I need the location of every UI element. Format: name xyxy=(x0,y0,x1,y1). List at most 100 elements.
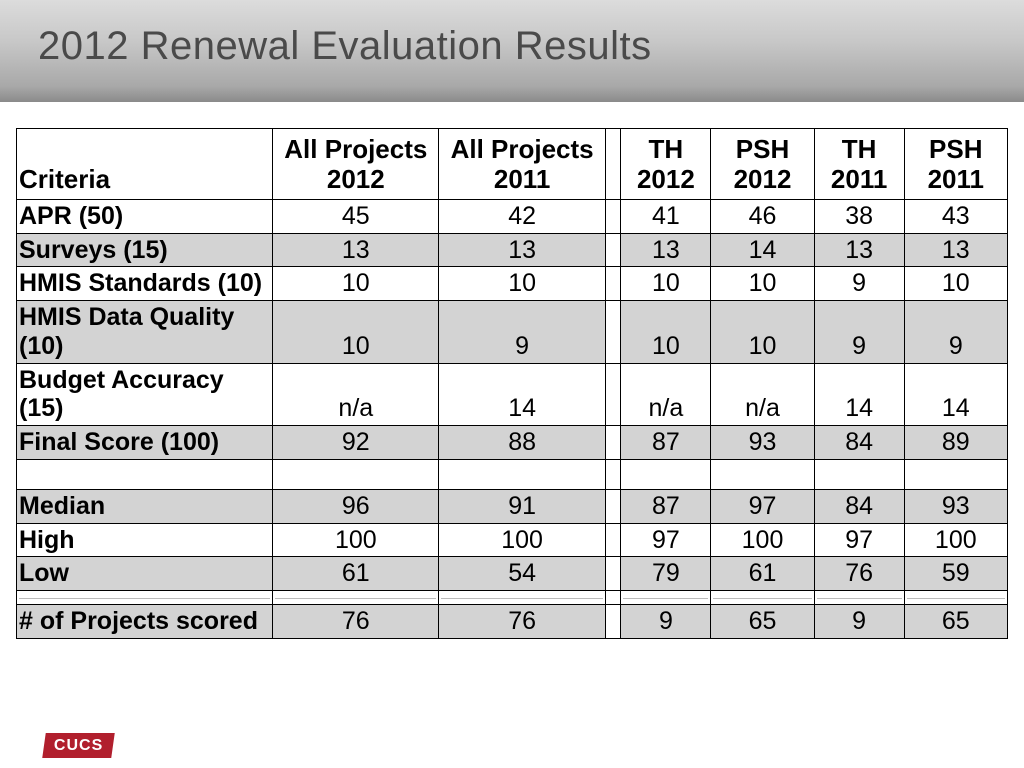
value-cell: 42 xyxy=(439,199,605,233)
value-cell: 14 xyxy=(904,363,1007,426)
cucs-logo: CUCS xyxy=(42,733,115,758)
value-cell: 14 xyxy=(711,233,814,267)
value-cell: 10 xyxy=(711,301,814,364)
value-cell: 10 xyxy=(621,267,711,301)
row-label: Budget Accuracy (15) xyxy=(17,363,273,426)
cell-separator xyxy=(605,459,621,489)
value-cell: 76 xyxy=(439,605,605,639)
divider-cell xyxy=(273,591,439,605)
value-cell: 88 xyxy=(439,426,605,460)
col-psh-2011: PSH 2011 xyxy=(904,129,1007,200)
divider-cell xyxy=(17,591,273,605)
value-cell: 13 xyxy=(273,233,439,267)
value-cell: 10 xyxy=(904,267,1007,301)
cell-separator xyxy=(605,363,621,426)
logo-text: CUCS xyxy=(54,737,103,755)
divider-cell xyxy=(711,591,814,605)
divider-cell xyxy=(439,591,605,605)
value-cell: 9 xyxy=(621,605,711,639)
table-row: HMIS Data Quality (10)109101099 xyxy=(17,301,1008,364)
value-cell: 96 xyxy=(273,489,439,523)
value-cell: 93 xyxy=(904,489,1007,523)
value-cell: 13 xyxy=(621,233,711,267)
value-cell: 65 xyxy=(904,605,1007,639)
row-label: Surveys (15) xyxy=(17,233,273,267)
value-cell: 76 xyxy=(814,557,904,591)
table-row: Median969187978493 xyxy=(17,489,1008,523)
cell-separator xyxy=(605,233,621,267)
table-row: Final Score (100)928887938489 xyxy=(17,426,1008,460)
value-cell: 10 xyxy=(273,301,439,364)
divider-cell xyxy=(814,591,904,605)
empty-cell xyxy=(621,459,711,489)
cell-separator xyxy=(605,426,621,460)
value-cell: 91 xyxy=(439,489,605,523)
row-label: # of Projects scored xyxy=(17,605,273,639)
value-cell: 100 xyxy=(273,523,439,557)
row-label: APR (50) xyxy=(17,199,273,233)
value-cell: 84 xyxy=(814,426,904,460)
divider-cell xyxy=(605,591,621,605)
value-cell: 92 xyxy=(273,426,439,460)
col-th-2011: TH 2011 xyxy=(814,129,904,200)
value-cell: 54 xyxy=(439,557,605,591)
value-cell: 10 xyxy=(439,267,605,301)
col-separator xyxy=(605,129,621,200)
col-psh-2012: PSH 2012 xyxy=(711,129,814,200)
empty-cell xyxy=(17,459,273,489)
value-cell: 9 xyxy=(814,605,904,639)
value-cell: 46 xyxy=(711,199,814,233)
value-cell: 10 xyxy=(273,267,439,301)
value-cell: 93 xyxy=(711,426,814,460)
value-cell: 9 xyxy=(814,301,904,364)
table-row: HMIS Standards (10)10101010910 xyxy=(17,267,1008,301)
value-cell: 10 xyxy=(711,267,814,301)
row-label: Median xyxy=(17,489,273,523)
empty-cell xyxy=(711,459,814,489)
cell-separator xyxy=(605,199,621,233)
table-body: APR (50)454241463843Surveys (15)13131314… xyxy=(17,199,1008,638)
row-label: HMIS Data Quality (10) xyxy=(17,301,273,364)
row-label: High xyxy=(17,523,273,557)
value-cell: 38 xyxy=(814,199,904,233)
value-cell: 14 xyxy=(439,363,605,426)
table-row: # of Projects scored7676965965 xyxy=(17,605,1008,639)
value-cell: 59 xyxy=(904,557,1007,591)
cell-separator xyxy=(605,489,621,523)
value-cell: 97 xyxy=(814,523,904,557)
value-cell: 9 xyxy=(439,301,605,364)
title-bar: 2012 Renewal Evaluation Results xyxy=(0,0,1024,102)
value-cell: 61 xyxy=(711,557,814,591)
value-cell: 76 xyxy=(273,605,439,639)
cell-separator xyxy=(605,301,621,364)
table-container: Criteria All Projects 2012 All Projects … xyxy=(0,102,1024,639)
value-cell: 97 xyxy=(711,489,814,523)
value-cell: n/a xyxy=(273,363,439,426)
row-label: Final Score (100) xyxy=(17,426,273,460)
value-cell: 100 xyxy=(439,523,605,557)
table-row: Surveys (15)131313141313 xyxy=(17,233,1008,267)
cell-separator xyxy=(605,267,621,301)
header-row: Criteria All Projects 2012 All Projects … xyxy=(17,129,1008,200)
value-cell: 97 xyxy=(621,523,711,557)
value-cell: 43 xyxy=(904,199,1007,233)
value-cell: 9 xyxy=(814,267,904,301)
empty-cell xyxy=(439,459,605,489)
value-cell: 13 xyxy=(904,233,1007,267)
empty-cell xyxy=(904,459,1007,489)
table-row: APR (50)454241463843 xyxy=(17,199,1008,233)
col-th-2012: TH 2012 xyxy=(621,129,711,200)
results-table: Criteria All Projects 2012 All Projects … xyxy=(16,128,1008,639)
empty-cell xyxy=(814,459,904,489)
value-cell: 65 xyxy=(711,605,814,639)
value-cell: 9 xyxy=(904,301,1007,364)
table-row xyxy=(17,591,1008,605)
value-cell: 79 xyxy=(621,557,711,591)
value-cell: 45 xyxy=(273,199,439,233)
value-cell: 14 xyxy=(814,363,904,426)
value-cell: 100 xyxy=(711,523,814,557)
value-cell: n/a xyxy=(711,363,814,426)
value-cell: 87 xyxy=(621,489,711,523)
cell-separator xyxy=(605,523,621,557)
cell-separator xyxy=(605,557,621,591)
